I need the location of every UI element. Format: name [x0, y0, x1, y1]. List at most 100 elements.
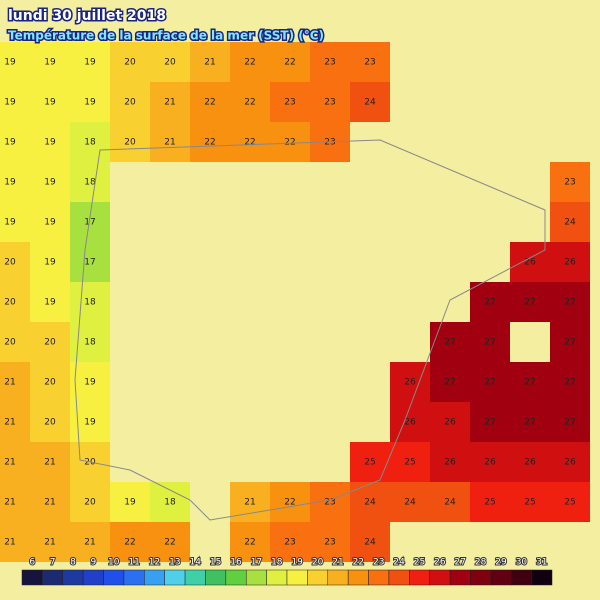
legend-label: 23	[373, 558, 384, 568]
sst-value: 24	[364, 498, 376, 508]
sst-cell	[390, 442, 430, 482]
sst-value: 27	[564, 298, 575, 308]
sst-value: 18	[84, 298, 96, 308]
legend-swatch	[490, 569, 512, 586]
legend-swatch	[245, 569, 267, 586]
sst-cell	[30, 282, 70, 322]
sst-cell	[30, 242, 70, 282]
sst-cell	[0, 122, 30, 162]
sst-value: 24	[404, 498, 416, 508]
sst-value: 22	[124, 538, 135, 548]
sst-value: 21	[164, 98, 175, 108]
sst-value: 19	[4, 218, 16, 228]
sst-value: 25	[364, 458, 375, 468]
sst-value: 26	[564, 258, 576, 268]
sst-cell	[150, 122, 190, 162]
legend-label: 20	[312, 558, 324, 568]
legend-label: 21	[332, 558, 343, 568]
sst-value: 19	[84, 418, 96, 428]
sst-value: 27	[524, 418, 535, 428]
sst-cell	[550, 242, 590, 282]
sst-cell	[550, 362, 590, 402]
legend-swatch	[266, 569, 288, 586]
sst-cell	[0, 202, 30, 242]
sst-value: 19	[84, 378, 96, 388]
sst-value: 18	[84, 178, 96, 188]
sst-cell	[110, 122, 150, 162]
legend-label: 11	[128, 558, 139, 568]
sst-cell	[70, 522, 110, 562]
legend-label: 22	[353, 558, 364, 568]
sst-cell	[190, 42, 230, 82]
sst-cell	[430, 322, 470, 362]
sst-value: 21	[204, 58, 215, 68]
sst-value: 22	[244, 138, 255, 148]
sst-value: 19	[44, 178, 56, 188]
sst-value: 17	[84, 218, 95, 228]
sst-value: 19	[44, 258, 56, 268]
sst-cell	[430, 402, 470, 442]
sst-value: 23	[324, 58, 335, 68]
sst-value: 26	[404, 378, 416, 388]
sst-cell	[30, 362, 70, 402]
legend-label: 27	[455, 558, 466, 568]
sst-cell	[0, 522, 30, 562]
sst-cell	[70, 42, 110, 82]
sst-grid: 19 19 19 20 20 21 22 22 23 23 19 19 19 20 21 22 22 23 23 24…	[0, 42, 590, 562]
sst-value: 20	[124, 98, 136, 108]
sst-cell	[270, 522, 310, 562]
sst-value: 20	[44, 418, 56, 428]
sst-cell	[550, 442, 590, 482]
sst-value: 18	[164, 498, 176, 508]
sst-value: 21	[84, 538, 95, 548]
sst-cell	[30, 482, 70, 522]
sst-value: 26	[484, 458, 496, 468]
sst-value: 20	[4, 258, 16, 268]
sst-cell	[390, 362, 430, 402]
legend-label: 17	[251, 558, 262, 568]
sst-value: 19	[44, 138, 56, 148]
sst-value: 18	[84, 138, 96, 148]
sst-cell	[0, 362, 30, 402]
legend-label: 15	[210, 558, 221, 568]
sst-value: 26	[444, 418, 456, 428]
sst-cell	[110, 82, 150, 122]
sst-cell	[190, 82, 230, 122]
sst-cell	[150, 522, 190, 562]
legend-label: 7	[50, 558, 56, 568]
sst-value: 25	[564, 498, 575, 508]
legend-swatch	[164, 569, 186, 586]
sst-cell	[230, 122, 270, 162]
color-legend: 6 7 8 9 10 11 12 13 14 15 16 17 18 19 20 21 22 23 24 25 26 27…	[21, 557, 553, 586]
sst-cell	[430, 362, 470, 402]
legend-swatch	[449, 569, 471, 586]
sst-value: 22	[244, 98, 255, 108]
sst-value: 17	[84, 258, 95, 268]
sst-value: 25	[524, 498, 535, 508]
legend-label: 12	[149, 558, 160, 568]
sst-value: 26	[524, 258, 536, 268]
legend-swatch	[327, 569, 349, 586]
sst-cell	[0, 322, 30, 362]
sst-cell	[30, 522, 70, 562]
sst-value: 19	[84, 58, 96, 68]
legend-swatch	[184, 569, 206, 586]
legend-swatch	[42, 569, 64, 586]
sst-cell	[230, 82, 270, 122]
sst-cell	[470, 442, 510, 482]
sst-cell	[30, 402, 70, 442]
sst-cell	[150, 82, 190, 122]
legend-swatch	[307, 569, 329, 586]
sst-cell	[350, 42, 390, 82]
sst-value: 21	[44, 538, 55, 548]
legend-label: 31	[536, 558, 547, 568]
sst-cell	[270, 122, 310, 162]
sst-value: 20	[124, 138, 136, 148]
legend-label: 25	[414, 558, 425, 568]
sst-cell	[0, 242, 30, 282]
sst-cell	[510, 402, 550, 442]
sst-cell	[550, 322, 590, 362]
sst-value: 19	[44, 218, 56, 228]
sst-cell	[0, 42, 30, 82]
